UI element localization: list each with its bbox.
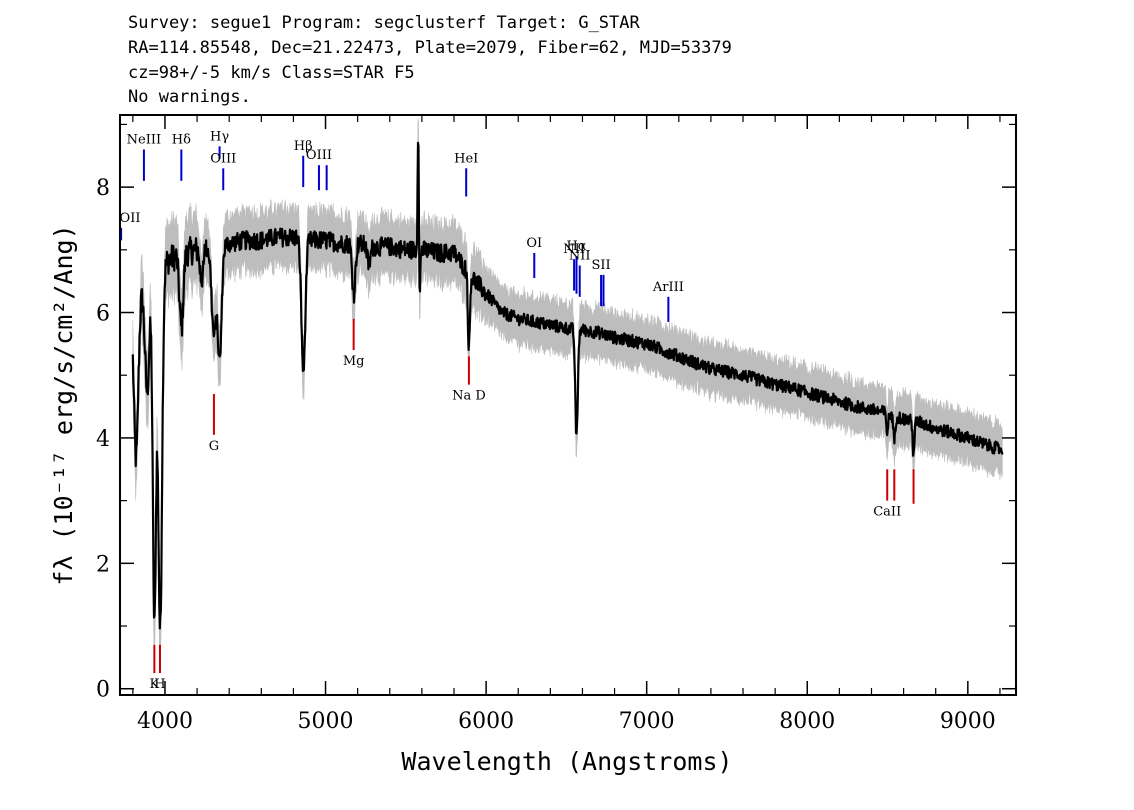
label-NII-6583: NII [569, 248, 591, 263]
label-H: H [154, 677, 165, 692]
y-tick-label: 6 [96, 302, 110, 327]
x-tick-label: 4000 [137, 709, 193, 734]
x-tick-label: 9000 [940, 709, 996, 734]
x-tick-label: 5000 [298, 709, 354, 734]
label-Mg: Mg [343, 354, 365, 369]
plot-frame [119, 114, 1017, 696]
label-OIII-4959: OIII [306, 148, 332, 163]
label-H-delta: Hδ [172, 132, 191, 147]
label-H-beta: Hβ [294, 139, 313, 154]
y-axis-label: fλ (10⁻¹⁷ erg/s/cm²/Ang) [49, 224, 78, 585]
header-survey-line: Survey: segue1 Program: segclusterf Targ… [128, 13, 641, 33]
label-SII-6716: SII [591, 258, 610, 273]
label-CaII-8498: CaII [873, 505, 901, 520]
header-redshift-line: cz=98+/-5 km/s Class=STAR F5 [128, 63, 415, 83]
label-K: K [150, 677, 160, 692]
label-OII: OII [120, 211, 141, 226]
flux-line [131, 141, 1004, 630]
y-tick-label: 8 [96, 176, 110, 201]
label-ArIII: ArIII [652, 280, 684, 295]
x-tick-label: 6000 [458, 709, 514, 734]
label-NII-6548: NII [563, 242, 585, 257]
label-OIII-4363: OIII [210, 151, 236, 166]
label-HeI: HeI [454, 151, 478, 166]
plot-area [120, 118, 1004, 674]
x-tick-label: 8000 [779, 709, 835, 734]
label-H-alpha: Hα [566, 239, 586, 254]
y-tick-label: 0 [96, 678, 110, 703]
label-Na-D: Na D [452, 389, 486, 404]
y-tick-label: 4 [96, 427, 110, 452]
label-NeIII: NeIII [127, 132, 161, 147]
header-coordinates-line: RA=114.85548, Dec=21.22473, Plate=2079, … [128, 38, 732, 58]
x-tick-label: 7000 [619, 709, 675, 734]
x-axis-label: Wavelength (Angstroms) [401, 747, 732, 776]
y-tick-label: 2 [96, 552, 110, 577]
label-H-gamma: Hγ [210, 129, 229, 144]
error-band [132, 118, 1003, 663]
header-warnings-line: No warnings. [128, 87, 251, 107]
label-G: G [209, 439, 219, 454]
axis-ticks: 4000 5000 6000 7000 8000 9000 0 2 4 6 8 [96, 115, 1016, 734]
label-OI: OI [526, 236, 542, 251]
spectral-line-markers [120, 146, 915, 674]
